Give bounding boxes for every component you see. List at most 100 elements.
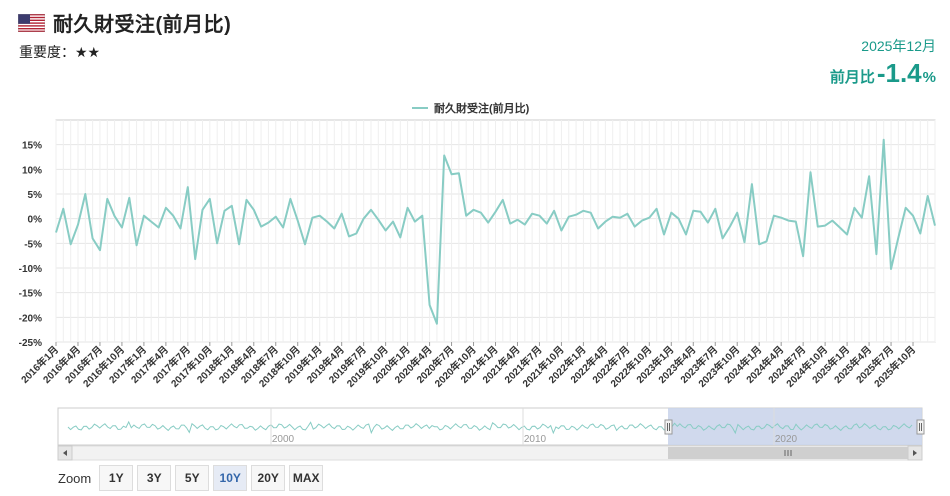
data-point[interactable]	[508, 221, 512, 225]
data-point[interactable]	[706, 220, 710, 224]
data-point[interactable]	[625, 212, 629, 216]
data-point[interactable]	[376, 217, 380, 221]
data-point[interactable]	[794, 219, 798, 223]
data-point[interactable]	[98, 248, 102, 252]
data-point[interactable]	[676, 216, 680, 220]
data-point[interactable]	[874, 252, 878, 256]
data-point[interactable]	[486, 220, 490, 224]
data-point[interactable]	[237, 242, 241, 246]
data-point[interactable]	[552, 209, 556, 213]
line-chart[interactable]: 耐久財受注(前月比) 15% 10% 5% 0% -5% -10% -15% -20% -25%…	[0, 96, 950, 461]
data-point[interactable]	[193, 257, 197, 261]
data-point[interactable]	[164, 206, 168, 210]
data-point[interactable]	[90, 236, 94, 240]
data-point[interactable]	[691, 209, 695, 213]
data-point[interactable]	[127, 196, 131, 200]
zoom-button-3y[interactable]: 3Y	[137, 465, 172, 491]
data-point[interactable]	[735, 211, 739, 215]
data-point[interactable]	[515, 217, 519, 221]
data-point[interactable]	[933, 223, 937, 227]
data-point[interactable]	[589, 211, 593, 215]
data-point[interactable]	[698, 210, 702, 214]
legend-label[interactable]: 耐久財受注(前月比)	[434, 101, 530, 115]
data-point[interactable]	[105, 197, 109, 201]
data-point[interactable]	[391, 219, 395, 223]
data-point[interactable]	[281, 225, 285, 229]
data-point[interactable]	[567, 214, 571, 218]
data-point[interactable]	[347, 234, 351, 238]
data-point[interactable]	[230, 204, 234, 208]
data-point[interactable]	[860, 215, 864, 219]
data-point[interactable]	[200, 208, 204, 212]
data-point[interactable]	[259, 224, 263, 228]
data-point[interactable]	[318, 214, 322, 218]
data-point[interactable]	[545, 221, 549, 225]
data-point[interactable]	[427, 303, 431, 307]
data-point[interactable]	[361, 216, 365, 220]
data-point[interactable]	[215, 241, 219, 245]
data-point[interactable]	[537, 214, 541, 218]
data-point[interactable]	[149, 219, 153, 223]
data-point[interactable]	[618, 215, 622, 219]
data-point[interactable]	[925, 194, 929, 198]
data-point[interactable]	[654, 207, 658, 211]
data-point[interactable]	[830, 218, 834, 222]
data-point[interactable]	[325, 219, 329, 223]
data-point[interactable]	[134, 243, 138, 247]
data-point[interactable]	[288, 197, 292, 201]
data-point[interactable]	[369, 208, 373, 212]
data-point[interactable]	[296, 218, 300, 222]
data-point[interactable]	[838, 225, 842, 229]
data-point[interactable]	[178, 226, 182, 230]
data-point[interactable]	[713, 207, 717, 211]
data-point[interactable]	[303, 242, 307, 246]
data-point[interactable]	[662, 232, 666, 236]
data-point[interactable]	[742, 240, 746, 244]
data-point[interactable]	[911, 214, 915, 218]
data-point[interactable]	[772, 214, 776, 218]
data-point[interactable]	[435, 322, 439, 326]
data-point[interactable]	[413, 219, 417, 223]
data-point[interactable]	[581, 209, 585, 213]
data-point[interactable]	[779, 215, 783, 219]
data-point[interactable]	[852, 206, 856, 210]
data-point[interactable]	[471, 208, 475, 212]
series-path[interactable]	[55, 138, 936, 325]
data-point[interactable]	[420, 214, 424, 218]
chart-legend[interactable]: 耐久財受注(前月比)	[412, 101, 530, 115]
data-point[interactable]	[310, 215, 314, 219]
data-point[interactable]	[449, 172, 453, 176]
data-point[interactable]	[530, 212, 534, 216]
data-point[interactable]	[442, 153, 446, 157]
data-point[interactable]	[156, 225, 160, 229]
data-point[interactable]	[208, 197, 212, 201]
data-point[interactable]	[786, 218, 790, 222]
zoom-button-max[interactable]: MAX	[289, 465, 324, 491]
range-navigator[interactable]: 2000 2010 2020	[57, 407, 925, 461]
data-point[interactable]	[647, 215, 651, 219]
data-point[interactable]	[559, 228, 563, 232]
data-point[interactable]	[112, 214, 116, 218]
data-point[interactable]	[728, 224, 732, 228]
data-point[interactable]	[120, 225, 124, 229]
data-point[interactable]	[501, 198, 505, 202]
data-point[interactable]	[186, 185, 190, 189]
navigator-handle-left[interactable]	[664, 419, 673, 435]
data-point[interactable]	[339, 212, 343, 216]
data-point[interactable]	[142, 214, 146, 218]
data-point[interactable]	[493, 210, 497, 214]
data-point[interactable]	[896, 235, 900, 239]
data-point[interactable]	[464, 214, 468, 218]
data-point[interactable]	[611, 214, 615, 218]
data-point[interactable]	[757, 242, 761, 246]
data-point[interactable]	[332, 226, 336, 230]
data-point[interactable]	[904, 206, 908, 210]
data-point[interactable]	[867, 174, 871, 178]
data-point[interactable]	[405, 206, 409, 210]
zoom-button-5y[interactable]: 5Y	[175, 465, 210, 491]
data-point[interactable]	[918, 231, 922, 235]
data-point[interactable]	[596, 226, 600, 230]
data-point[interactable]	[669, 211, 673, 215]
data-point[interactable]	[823, 223, 827, 227]
data-point[interactable]	[252, 208, 256, 212]
